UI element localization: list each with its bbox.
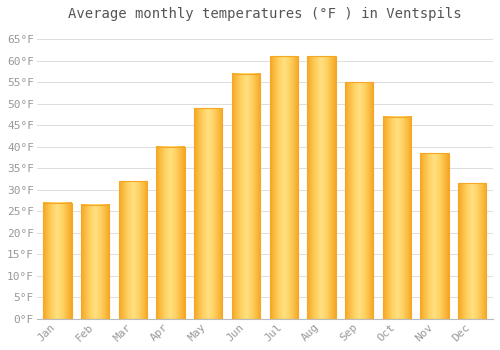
Bar — [345, 82, 374, 319]
Bar — [118, 181, 147, 319]
Title: Average monthly temperatures (°F ) in Ventspils: Average monthly temperatures (°F ) in Ve… — [68, 7, 462, 21]
Bar — [308, 56, 336, 319]
Bar — [44, 203, 72, 319]
Bar — [232, 74, 260, 319]
Bar — [270, 56, 298, 319]
Bar — [382, 117, 411, 319]
Bar — [156, 147, 184, 319]
Bar — [420, 153, 448, 319]
Bar — [194, 108, 222, 319]
Bar — [81, 205, 110, 319]
Bar — [458, 183, 486, 319]
